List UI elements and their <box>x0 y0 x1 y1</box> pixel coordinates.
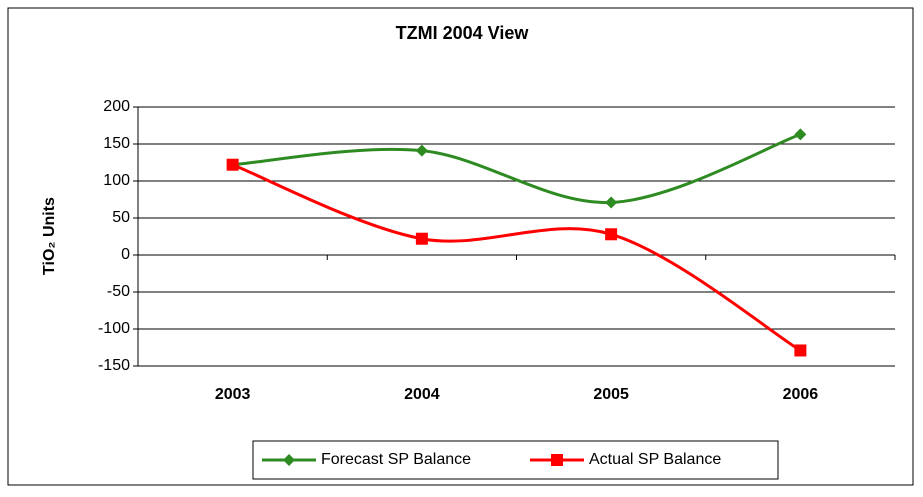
x-tick-label: 2006 <box>783 386 819 403</box>
legend-marker <box>283 454 295 466</box>
x-tick-label: 2005 <box>593 386 629 403</box>
marker <box>415 232 428 245</box>
y-tick-label: -100 <box>98 320 130 337</box>
legend-label: Actual SP Balance <box>589 451 721 468</box>
marker <box>605 196 618 209</box>
y-tick-label: -50 <box>107 283 130 300</box>
x-tick-label: 2004 <box>404 386 440 403</box>
y-tick-label: 50 <box>112 209 130 226</box>
legend-label: Forecast SP Balance <box>321 451 471 468</box>
y-tick-label: -150 <box>98 357 130 374</box>
series-line <box>232 163 802 352</box>
chart-frame <box>7 7 914 486</box>
legend-box <box>252 440 779 480</box>
marker <box>415 144 428 157</box>
chart-title: TZMI 2004 View <box>396 23 530 43</box>
marker <box>605 228 618 241</box>
series-line <box>232 132 801 204</box>
marker <box>794 344 807 357</box>
x-tick-label: 2003 <box>215 386 251 403</box>
y-tick-label: 100 <box>103 172 130 189</box>
y-axis-label: TiO₂ Units <box>41 197 58 275</box>
y-tick-label: 150 <box>103 135 130 152</box>
marker <box>226 158 239 171</box>
legend-marker <box>551 454 563 466</box>
y-tick-label: 200 <box>103 98 130 115</box>
y-tick-label: 0 <box>121 246 130 263</box>
marker <box>794 128 807 141</box>
